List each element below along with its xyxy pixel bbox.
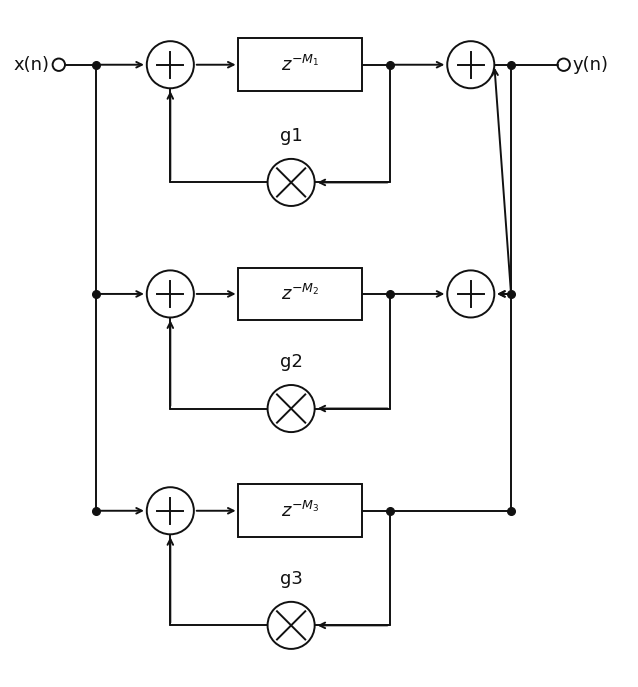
Text: g2: g2 [279,353,302,372]
Text: $z^{-M_{3}}$: $z^{-M_{3}}$ [281,501,320,521]
Text: y(n): y(n) [573,56,609,74]
Circle shape [147,41,194,88]
Circle shape [267,602,315,649]
Circle shape [447,41,494,88]
Circle shape [447,271,494,317]
Text: x(n): x(n) [13,56,50,74]
Bar [239,268,362,320]
Text: $z^{-M_{1}}$: $z^{-M_{1}}$ [281,55,320,75]
Text: g1: g1 [279,127,302,145]
Circle shape [267,385,315,432]
Text: g3: g3 [279,570,302,588]
Bar [239,38,362,91]
Text: $z^{-M_{2}}$: $z^{-M_{2}}$ [281,284,320,304]
Circle shape [267,159,315,206]
Circle shape [147,487,194,534]
Bar [239,484,362,537]
Circle shape [147,271,194,317]
